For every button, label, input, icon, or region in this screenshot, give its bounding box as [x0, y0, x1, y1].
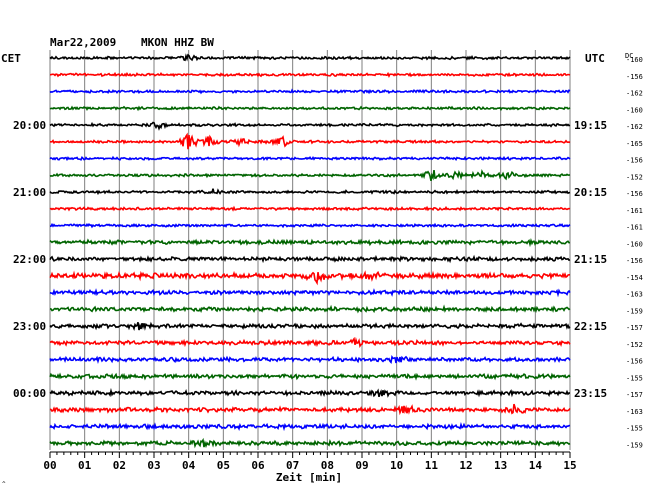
seismic-trace	[49, 372, 571, 381]
x-tick-label: 06	[251, 459, 265, 472]
seismic-trace	[49, 321, 571, 332]
x-tick-label: 03	[147, 459, 160, 472]
dc-offset-label: -159	[626, 441, 643, 449]
seismic-trace	[49, 254, 571, 264]
x-axis-label: Zeit [min]	[276, 471, 342, 484]
x-tick-label: 02	[113, 459, 126, 472]
dc-offset-label: -160	[626, 106, 643, 114]
x-tick-label: 07	[286, 459, 299, 472]
right-time-label: 19:15	[574, 119, 607, 132]
seismic-trace	[49, 421, 571, 432]
dc-offset-label: -163	[626, 291, 643, 299]
seismic-trace	[49, 238, 571, 248]
right-time-label: 21:15	[574, 253, 607, 266]
time-grid	[49, 50, 571, 450]
x-tick-label: 15	[563, 459, 576, 472]
dc-offset-label: -156	[626, 190, 643, 198]
left-time-label: 21:00	[13, 186, 46, 199]
seismic-trace	[49, 288, 571, 298]
dc-offset-label: -152	[626, 341, 643, 349]
left-time-label: 23:00	[13, 320, 46, 333]
right-time-label: 22:15	[574, 320, 607, 333]
dc-offset-label: -157	[626, 324, 643, 332]
seismic-trace	[49, 105, 571, 112]
x-tick-label: 10	[390, 459, 403, 472]
seismic-trace	[49, 354, 571, 365]
dc-offset-label: -162	[626, 90, 643, 98]
dc-offset-label: -165	[626, 140, 643, 148]
seismic-trace	[49, 222, 571, 229]
x-tick-label: 14	[529, 459, 543, 472]
x-tick-label: 01	[78, 459, 92, 472]
seismic-trace	[49, 437, 571, 449]
dc-offset-label: -156	[626, 73, 643, 81]
x-tick-label: 13	[494, 459, 507, 472]
dc-offset-label: -159	[626, 307, 643, 315]
seismic-trace	[49, 336, 571, 348]
left-zone-label: CET	[1, 52, 21, 65]
dc-offset-label: -156	[626, 257, 643, 265]
left-time-label: 00:00	[13, 387, 46, 400]
dc-offset-label: -152	[626, 173, 643, 181]
right-zone-label: UTC	[585, 52, 605, 65]
x-tick-label: 05	[217, 459, 230, 472]
corner-mark: ^	[2, 481, 6, 488]
x-tick-label: 11	[425, 459, 439, 472]
right-time-label: 20:15	[574, 186, 607, 199]
station-label: MKON HHZ BW	[141, 36, 214, 49]
seismic-trace	[49, 270, 571, 286]
x-axis: 00 01 02 03 04 05 06 07 08 09 10 11 12 13 14 15	[43, 451, 577, 472]
seismic-trace	[49, 155, 571, 162]
dc-offset-label: -157	[626, 391, 643, 399]
dc-offset-label: -161	[626, 207, 643, 215]
x-tick-label: 04	[182, 459, 196, 472]
seismic-trace	[49, 188, 571, 196]
right-time-label: 23:15	[574, 387, 607, 400]
seismic-trace	[49, 132, 571, 150]
seismic-trace	[49, 304, 571, 314]
x-tick-label: 12	[459, 459, 472, 472]
seismic-trace	[49, 387, 571, 398]
dc-label: DC	[625, 52, 633, 60]
seismic-trace	[49, 403, 571, 416]
dc-offset-label: -155	[626, 425, 643, 433]
dc-offset-label: -161	[626, 224, 643, 232]
label-group: 20:00 21:00 22:00 23:00 00:00 19:15 20:15 21:15…	[13, 119, 607, 400]
dc-offset-label: -160	[626, 240, 643, 248]
seismic-trace	[49, 53, 571, 62]
date-label: Mar22,2009	[50, 36, 116, 49]
dc-offset-label: -154	[626, 274, 643, 282]
seismic-trace	[49, 71, 571, 78]
dc-offset-label: -155	[626, 374, 643, 382]
dc-offset-label: -162	[626, 123, 643, 131]
dc-offset-label: -163	[626, 408, 643, 416]
x-tick-label: 00	[43, 459, 56, 472]
seismic-trace	[49, 88, 571, 95]
trace-group: -160 -156 -162 -160 -162 -165 -156 -152 -156 -161…	[49, 53, 643, 449]
x-tick-label: 09	[355, 459, 368, 472]
seismic-trace	[49, 205, 571, 212]
seismic-trace	[49, 121, 571, 131]
dc-offset-label: -156	[626, 358, 643, 366]
left-time-label: 20:00	[13, 119, 46, 132]
seismic-trace	[49, 168, 571, 181]
dc-offset-label: -156	[626, 157, 643, 165]
x-tick-label: 08	[321, 459, 334, 472]
dc-offset-label: -160	[626, 56, 643, 64]
left-time-label: 22:00	[13, 253, 46, 266]
